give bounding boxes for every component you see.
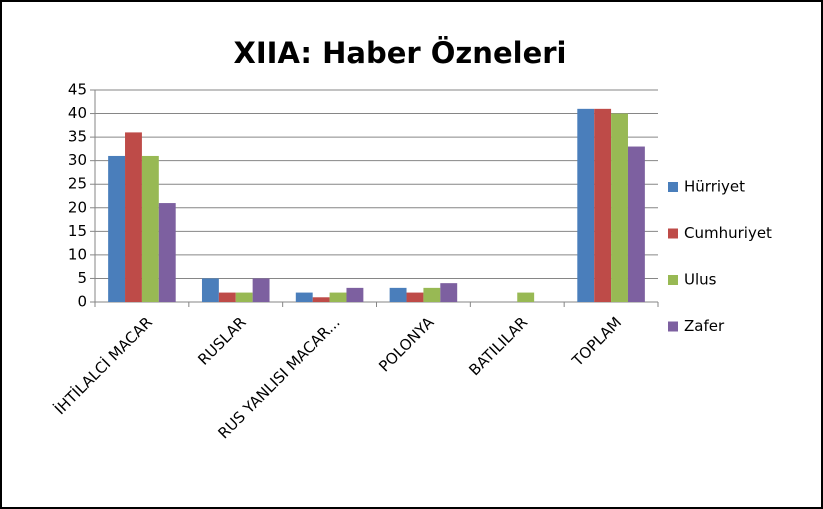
legend-swatch [668, 228, 678, 239]
bar [517, 292, 535, 302]
bar [141, 155, 159, 302]
bar [329, 292, 347, 302]
legend-label: Zafer [684, 317, 725, 335]
y-tick-label: 35 [68, 128, 87, 146]
legend-label: Ulus [684, 271, 717, 289]
legend-swatch [668, 275, 678, 285]
bar [389, 287, 407, 302]
y-tick-label: 30 [68, 151, 87, 169]
bar [423, 287, 441, 302]
bar [125, 132, 142, 302]
chart-title: XIIA: Haber Özneleri [234, 36, 567, 70]
bar [406, 292, 424, 302]
legend-label: Cumhuriyet [684, 224, 772, 242]
bar [295, 292, 313, 302]
bar [108, 155, 126, 302]
legend-swatch [668, 321, 678, 332]
bar [235, 292, 253, 302]
bar [218, 292, 236, 302]
bar [440, 283, 458, 302]
y-tick-label: 40 [68, 104, 87, 122]
bar [312, 297, 330, 302]
y-tick-label: 20 [68, 198, 87, 216]
y-tick-label: 15 [68, 222, 87, 240]
bar [201, 278, 219, 302]
bar [627, 146, 645, 302]
y-tick-label: 45 [68, 81, 87, 99]
bar [158, 203, 176, 302]
y-tick-label: 10 [68, 245, 87, 263]
y-tick-label: 25 [68, 175, 87, 193]
bar [611, 113, 628, 302]
y-tick-label: 5 [77, 269, 87, 287]
legend-label: Hürriyet [684, 178, 745, 196]
bar [346, 287, 364, 302]
y-tick-label: 0 [77, 293, 87, 311]
bar [252, 278, 270, 302]
bar [594, 108, 612, 302]
legend-swatch [668, 182, 678, 192]
bar [577, 108, 595, 302]
